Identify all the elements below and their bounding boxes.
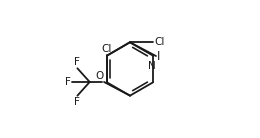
Text: N: N (148, 61, 155, 71)
Text: O: O (95, 71, 103, 81)
Text: F: F (74, 57, 80, 67)
Text: I: I (157, 50, 161, 63)
Text: F: F (74, 97, 80, 107)
Text: Cl: Cl (102, 44, 112, 54)
Text: Cl: Cl (155, 37, 165, 47)
Text: F: F (65, 77, 70, 87)
